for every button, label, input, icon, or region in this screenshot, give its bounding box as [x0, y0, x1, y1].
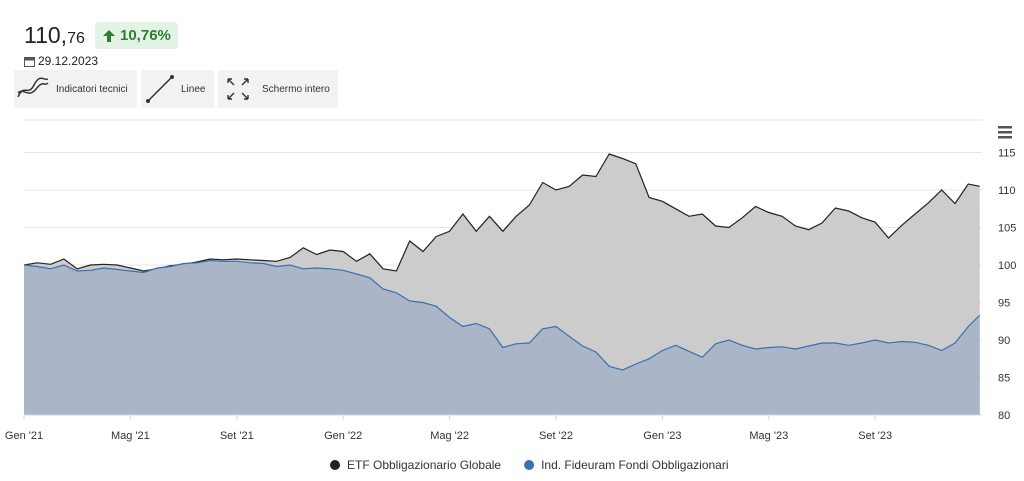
- change-badge: 10,76%: [95, 22, 178, 49]
- x-tick-label: Set '21: [220, 430, 254, 442]
- date-row: 29.12.2023: [24, 54, 98, 68]
- x-tick-label: Gen '22: [324, 430, 362, 442]
- y-tick-label: 115: [998, 148, 1016, 160]
- x-tick-label: Mag '21: [111, 430, 150, 442]
- change: 10,76%: [120, 27, 171, 44]
- y-tick-label: 95: [998, 298, 1010, 310]
- y-tick-label: 85: [998, 373, 1010, 385]
- indicators-icon: [17, 77, 49, 98]
- x-tick-label: Mag '23: [749, 430, 788, 442]
- y-tick-label: 105: [998, 223, 1016, 235]
- calendar-icon: [24, 56, 35, 67]
- fullscreen-button[interactable]: Schermo intero: [218, 70, 338, 108]
- price-main: 110,: [24, 22, 68, 48]
- area: [24, 260, 980, 415]
- x-tick-label: Set '23: [858, 430, 892, 442]
- fullscreen-icon: [227, 78, 249, 100]
- lines-button[interactable]: Linee: [141, 70, 214, 108]
- y-tick-label: 100: [998, 260, 1016, 272]
- legend-label: ETF Obbligazionario Globale: [347, 458, 501, 472]
- line: [23, 259, 981, 371]
- y-tick-label: 80: [998, 410, 1010, 422]
- x-tick-label: Gen '21: [5, 430, 43, 442]
- x-tick-label: Mag '22: [430, 430, 469, 442]
- legend-label: Ind. Fideuram Fondi Obbligazionari: [541, 458, 728, 472]
- x-tick-label: Gen '23: [643, 430, 681, 442]
- button-label: Schermo intero: [262, 83, 330, 95]
- y-tick-label: 90: [998, 335, 1010, 347]
- price-decimals: 76: [67, 30, 85, 47]
- legend-marker: [330, 460, 340, 470]
- legend-marker: [524, 460, 535, 470]
- button-label: Linee: [181, 83, 206, 95]
- lines-icon: [146, 75, 174, 103]
- y-tick-label: 110: [998, 185, 1016, 197]
- price: 110,76: [24, 22, 85, 49]
- x-tick-label: Set '22: [539, 430, 573, 442]
- date: 29.12.2023: [38, 54, 99, 68]
- button-label: Indicatori tecnici: [56, 83, 128, 95]
- indicators-button[interactable]: Indicatori tecnici: [14, 70, 137, 108]
- up-arrow: [103, 29, 115, 42]
- menu-button[interactable]: [998, 126, 1012, 139]
